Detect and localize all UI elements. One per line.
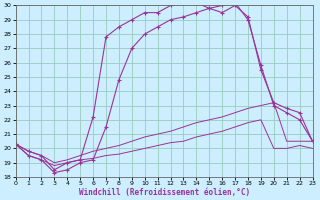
- X-axis label: Windchill (Refroidissement éolien,°C): Windchill (Refroidissement éolien,°C): [78, 188, 250, 197]
